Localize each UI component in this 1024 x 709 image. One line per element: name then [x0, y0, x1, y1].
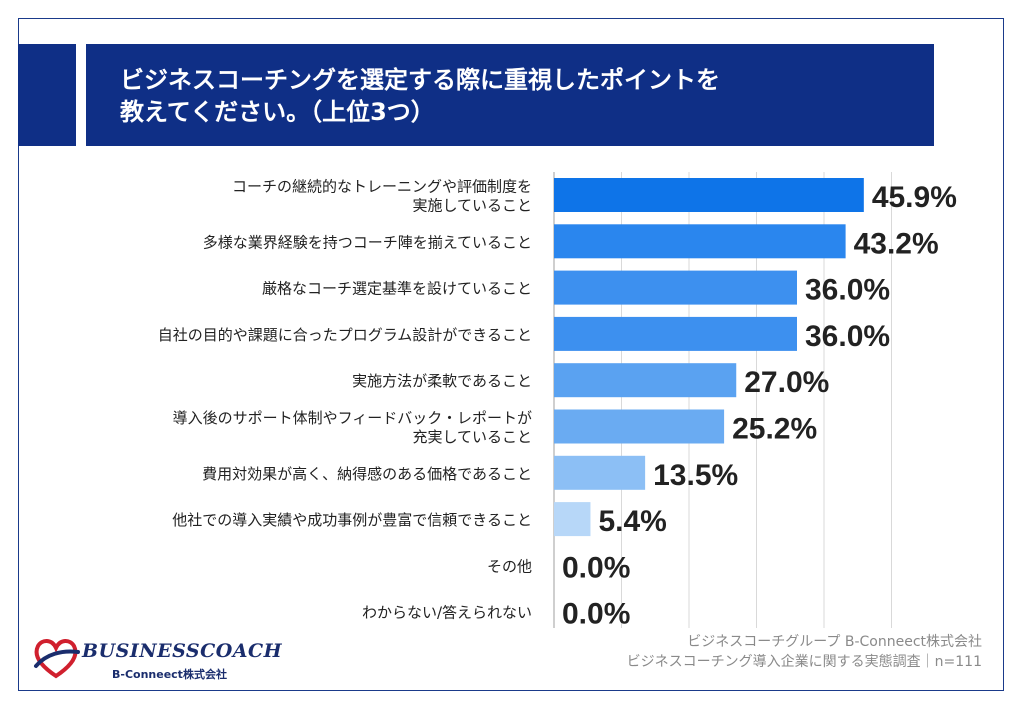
logo-wordmark: BUSINESSCOACH [82, 640, 283, 662]
bar [554, 270, 797, 305]
category-label: 自社の目的や課題に合ったプログラム設計ができること [158, 326, 532, 344]
category-label: 多様な業界経験を持つコーチ陣を揃えていること [203, 233, 532, 251]
chart-title-line-1: ビジネスコーチングを選定する際に重視したポイントを [120, 66, 720, 94]
category-label: その他 [487, 557, 532, 575]
data-label: 0.0% [562, 598, 630, 631]
source-line-1: ビジネスコーチグループ B-Conneect株式会社 [687, 634, 982, 650]
category-label: 費用対効果が高く、納得感のある価格であること [202, 465, 532, 483]
page-frame [18, 18, 1004, 691]
bar [554, 178, 864, 212]
data-label: 27.0% [744, 366, 829, 399]
heart-logo-icon [34, 639, 80, 679]
data-label: 25.2% [732, 413, 817, 446]
bar [554, 409, 725, 444]
category-label: 実施方法が柔軟であること [352, 372, 532, 390]
chart-title-line-2: 教えてください。（上位3つ） [120, 98, 435, 126]
data-label: 13.5% [653, 459, 738, 492]
data-label: 36.0% [805, 320, 890, 353]
category-label: 他社での導入実績や成功事例が豊富で信頼できること [172, 511, 532, 529]
bar [554, 224, 846, 259]
logo-subtext: B-Conneect株式会社 [112, 668, 227, 681]
data-label: 5.4% [598, 505, 666, 538]
category-label: 充実していること [412, 428, 532, 446]
category-label: コーチの継続的なトレーニングや評価制度を [232, 178, 532, 196]
company-logo: BUSINESSCOACH B-Conneect株式会社 [32, 636, 282, 686]
bar [554, 363, 737, 398]
data-label: 36.0% [805, 274, 890, 307]
source-note: ビジネスコーチグループ B-Conneect株式会社 ビジネスコーチング導入企業… [627, 632, 982, 672]
data-label: 0.0% [562, 551, 630, 584]
data-label: 45.9% [872, 181, 957, 214]
bar [554, 316, 797, 351]
bar [554, 502, 591, 537]
category-label: 実施していること [412, 197, 532, 215]
category-label: 導入後のサポート体制やフィードバック・レポートが [173, 409, 532, 427]
bar [554, 455, 646, 490]
category-label: 厳格なコーチ選定基準を設けていること [262, 280, 532, 298]
category-label: わからない/答えられない [362, 604, 532, 622]
title-accent-block [18, 44, 76, 146]
data-label: 43.2% [854, 227, 939, 260]
source-line-2: ビジネスコーチング導入企業に関する実態調査｜n=111 [626, 654, 982, 670]
title-banner: ビジネスコーチングを選定する際に重視したポイントを 教えてください。（上位3つ） [86, 44, 934, 146]
